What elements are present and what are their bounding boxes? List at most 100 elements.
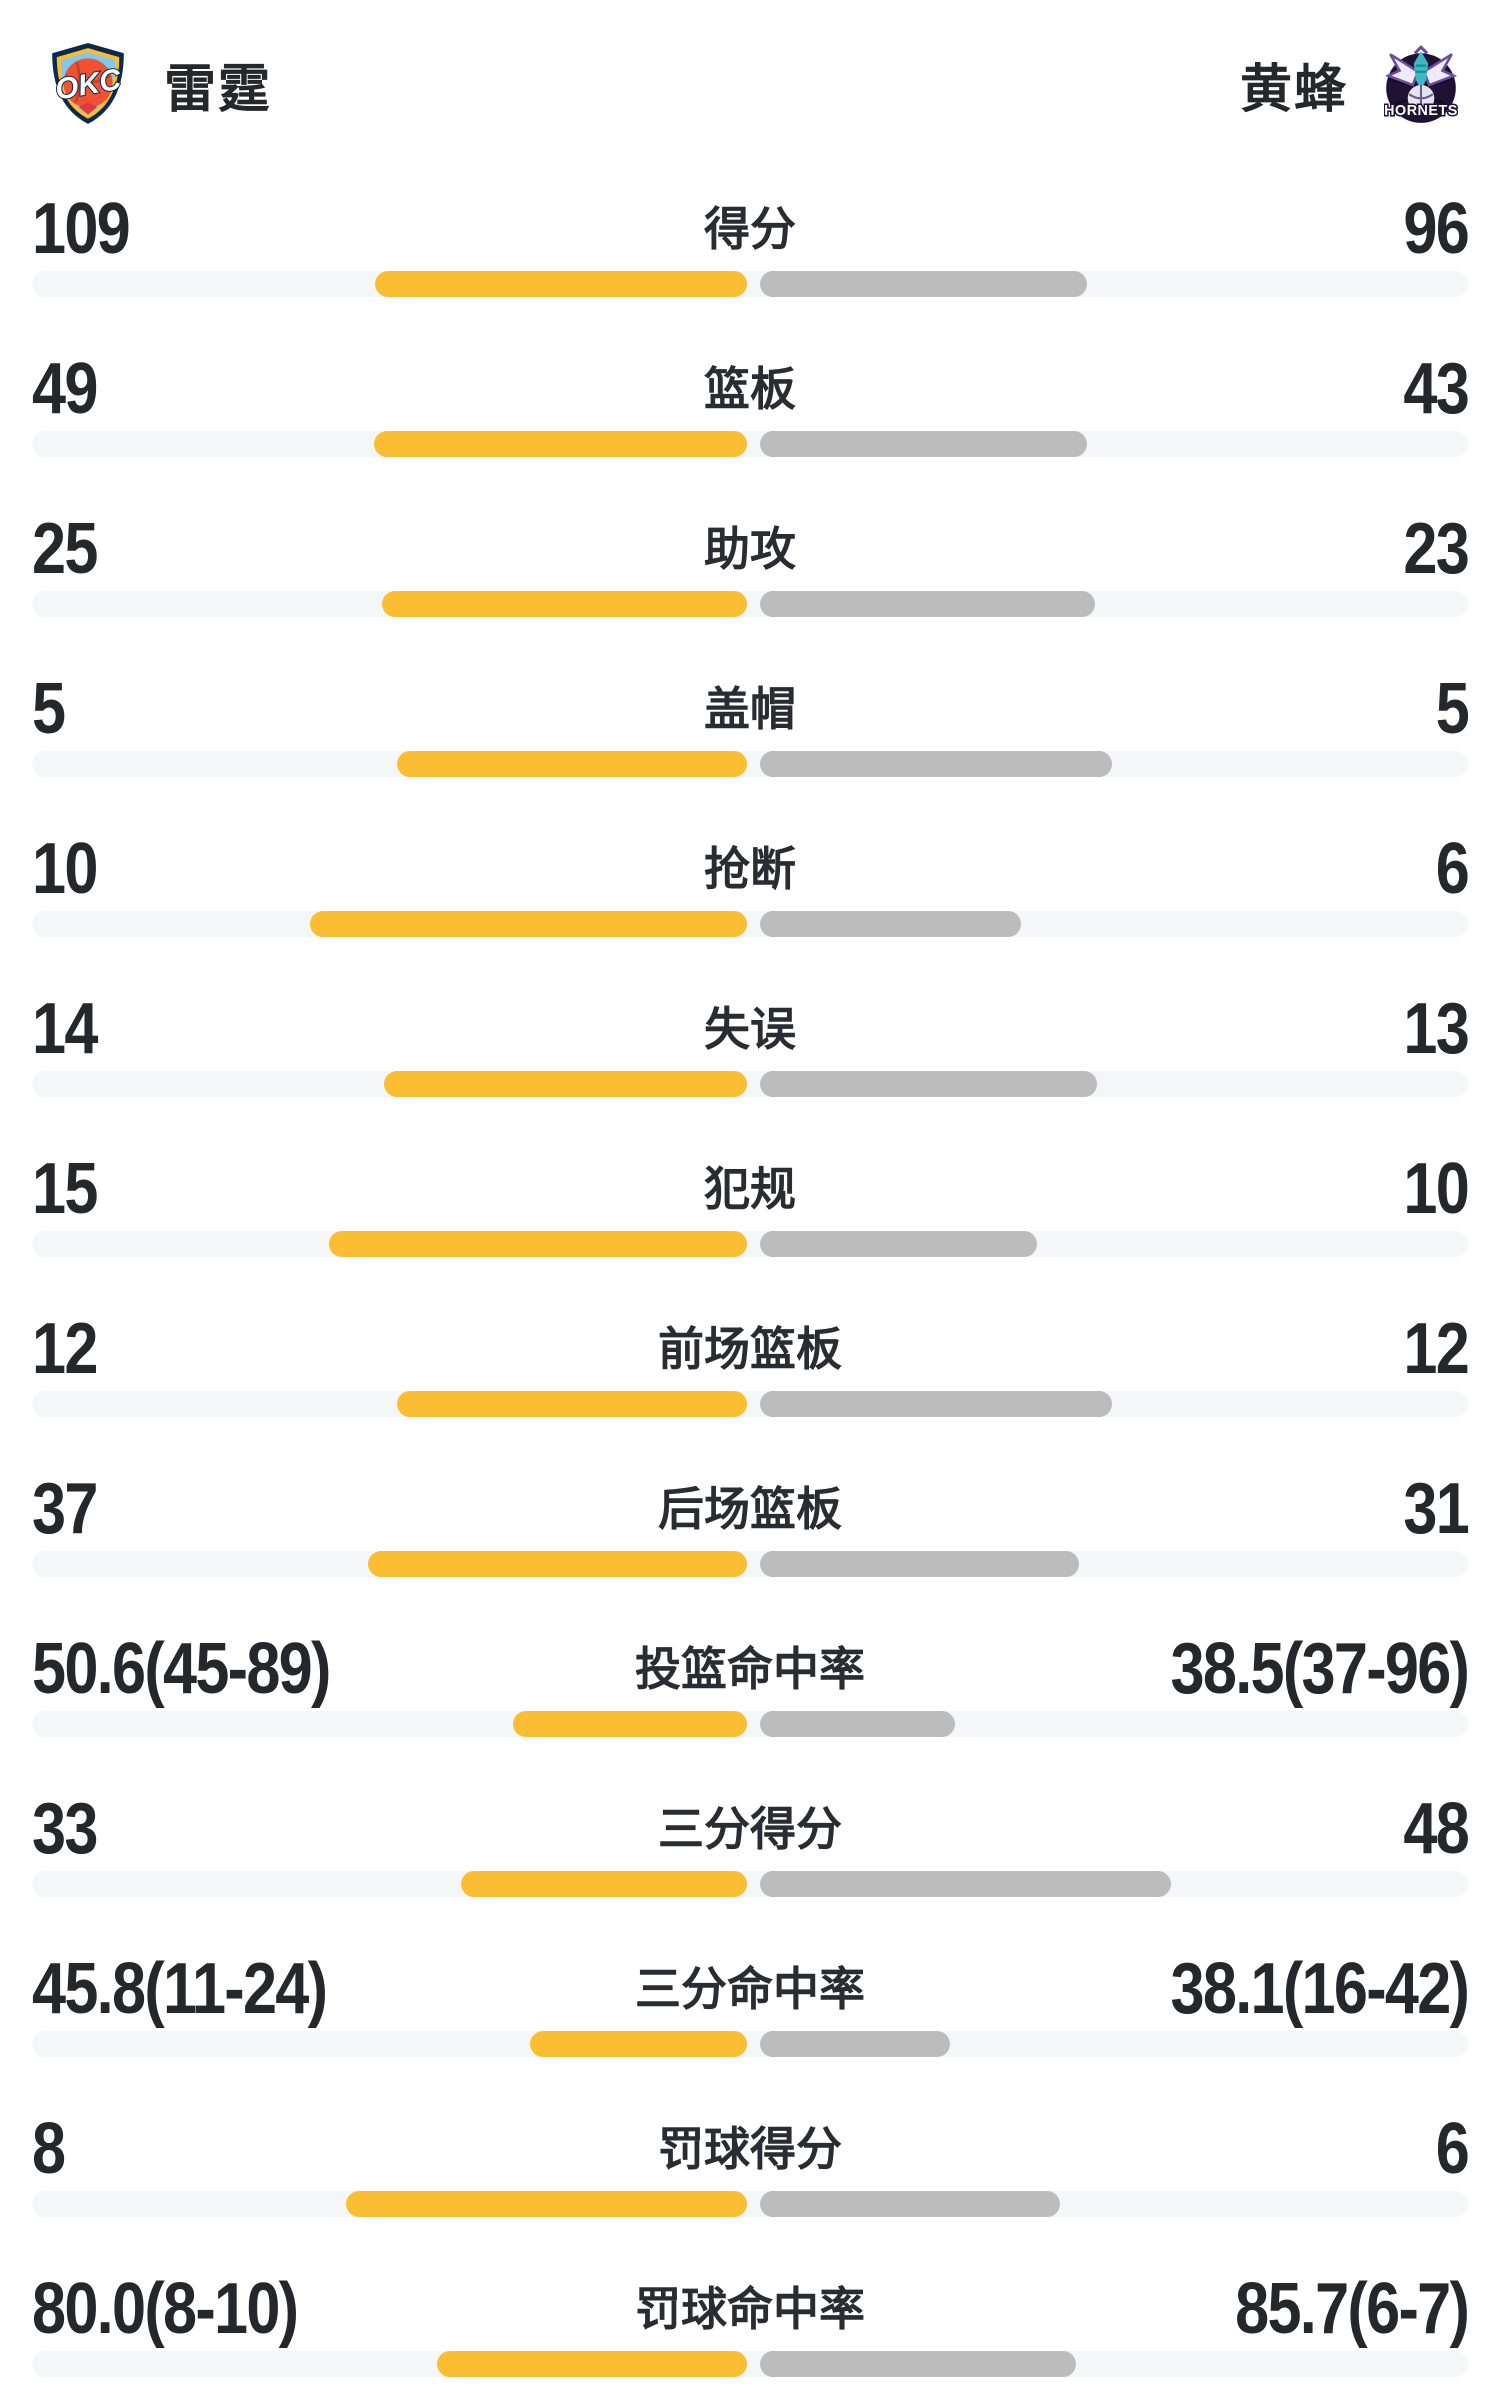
stat-bar-away — [760, 591, 1095, 617]
stat-bar-home — [346, 2191, 747, 2217]
stat-row-5: 14 失误 13 — [0, 989, 1500, 1097]
stat-bar-home — [383, 1071, 747, 1097]
stat-bar-home — [375, 271, 747, 297]
stat-away-value: 31 — [1403, 1469, 1469, 1549]
stat-bar-home — [530, 2031, 747, 2057]
stat-bar-track — [32, 591, 1468, 617]
stat-bar-home — [461, 1871, 747, 1897]
stat-bar-away — [760, 271, 1088, 297]
team-home-name: 雷霆 — [164, 60, 273, 119]
header: OKC 雷霆 黄蜂 HORNETS — [0, 0, 1500, 134]
team-home: OKC 雷霆 — [48, 41, 272, 127]
stat-away-value: 96 — [1403, 189, 1469, 269]
stat-away-value: 43 — [1403, 349, 1469, 429]
stat-label: 前场篮板 — [658, 1323, 842, 1375]
stat-row-8: 37 后场篮板 31 — [0, 1469, 1500, 1577]
stat-away-value: 6 — [1435, 2109, 1470, 2189]
stat-label: 盖帽 — [704, 683, 796, 735]
stat-label: 抢断 — [704, 843, 796, 895]
stat-bar-track — [32, 1871, 1468, 1897]
stat-row-4: 10 抢断 6 — [0, 829, 1500, 937]
stat-row-9: 50.6(45-89) 投篮命中率 38.5(37-96) — [0, 1629, 1500, 1737]
stat-away-value: 38.1(16-42) — [1170, 1949, 1469, 2029]
stat-home-value: 25 — [32, 509, 98, 589]
stat-row-12: 8 罚球得分 6 — [0, 2109, 1500, 2217]
stat-away-value: 85.7(6-7) — [1234, 2269, 1470, 2349]
stat-bar-away — [760, 431, 1088, 457]
hornets-logo-icon: HORNETS — [1384, 44, 1458, 123]
stat-away-value: 38.5(37-96) — [1170, 1629, 1469, 1709]
stat-label: 投篮命中率 — [635, 1643, 865, 1695]
stat-home-value: 45.8(11-24) — [32, 1949, 328, 2029]
stat-away-value: 10 — [1403, 1149, 1469, 1229]
stat-away-value: 48 — [1403, 1789, 1469, 1869]
stat-row-0: 109 得分 96 — [0, 189, 1500, 297]
stat-bar-track — [32, 2351, 1468, 2377]
stat-bar-away — [760, 1871, 1171, 1897]
stat-bar-track — [32, 751, 1468, 777]
stat-label: 三分得分 — [658, 1803, 842, 1855]
stat-bar-home — [396, 1391, 747, 1417]
stat-home-value: 8 — [32, 2109, 66, 2189]
stat-home-value: 49 — [32, 349, 98, 429]
stat-bar-track — [32, 1711, 1468, 1737]
stat-home-value: 14 — [32, 989, 98, 1069]
stat-bar-home — [373, 431, 747, 457]
stat-bar-home — [310, 911, 747, 937]
stat-bar-away — [760, 911, 1022, 937]
stat-bar-track — [32, 911, 1468, 937]
stat-label: 三分命中率 — [635, 1963, 865, 2015]
stat-label: 得分 — [704, 203, 796, 255]
team-away: 黄蜂 HORNETS — [1240, 41, 1458, 127]
team-away-name: 黄蜂 — [1239, 60, 1348, 119]
stat-home-value: 37 — [32, 1469, 98, 1549]
stat-row-2: 25 助攻 23 — [0, 509, 1500, 617]
stat-bar-away — [760, 2191, 1061, 2217]
stat-away-value: 6 — [1435, 829, 1470, 909]
stat-home-value: 50.6(45-89) — [32, 1629, 331, 1709]
stat-bar-home — [512, 1711, 747, 1737]
stat-row-7: 12 前场篮板 12 — [0, 1309, 1500, 1417]
stat-away-value: 12 — [1403, 1309, 1469, 1389]
stat-bar-home — [396, 751, 747, 777]
okc-thunder-logo-icon: OKC — [52, 43, 125, 124]
stat-bar-away — [760, 2031, 950, 2057]
stat-bar-track — [32, 1391, 1468, 1417]
stat-bar-track — [32, 1551, 1468, 1577]
stat-bar-away — [760, 1551, 1079, 1577]
stat-bar-track — [32, 431, 1468, 457]
stat-row-3: 5 盖帽 5 — [0, 669, 1500, 777]
stat-bar-home — [436, 2351, 747, 2377]
stat-home-value: 80.0(8-10) — [32, 2269, 299, 2349]
stat-bar-track — [32, 1071, 1468, 1097]
stat-away-value: 5 — [1435, 669, 1470, 749]
stat-bar-track — [32, 271, 1468, 297]
stat-label: 助攻 — [704, 523, 796, 575]
stat-bar-away — [760, 751, 1112, 777]
stat-row-11: 45.8(11-24) 三分命中率 38.1(16-42) — [0, 1949, 1500, 2057]
stat-label: 罚球命中率 — [635, 2283, 865, 2335]
stat-label: 犯规 — [704, 1163, 796, 1215]
stat-home-value: 15 — [32, 1149, 98, 1229]
stat-row-1: 49 篮板 43 — [0, 349, 1500, 457]
stat-label: 罚球得分 — [658, 2123, 842, 2175]
stat-bar-away — [760, 1231, 1038, 1257]
stat-bar-track — [32, 2191, 1468, 2217]
stat-bar-away — [760, 1071, 1098, 1097]
stat-row-6: 15 犯规 10 — [0, 1149, 1500, 1257]
stat-home-value: 33 — [32, 1789, 98, 1869]
stat-label: 后场篮板 — [658, 1483, 842, 1535]
stat-bar-track — [32, 2031, 1468, 2057]
stat-bar-away — [760, 2351, 1076, 2377]
stat-row-10: 33 三分得分 48 — [0, 1789, 1500, 1897]
stat-home-value: 5 — [32, 669, 66, 749]
stat-bar-track — [32, 1231, 1468, 1257]
stat-home-value: 10 — [32, 829, 98, 909]
stat-bar-away — [760, 1391, 1112, 1417]
stat-row-13: 80.0(8-10) 罚球命中率 85.7(6-7) — [0, 2269, 1500, 2377]
stat-home-value: 12 — [32, 1309, 98, 1389]
stat-bar-home — [382, 591, 747, 617]
stats-list: 109 得分 96 49 篮板 43 25 助攻 23 — [0, 189, 1500, 2377]
stat-bar-away — [760, 1711, 956, 1737]
stat-bar-home — [329, 1231, 747, 1257]
